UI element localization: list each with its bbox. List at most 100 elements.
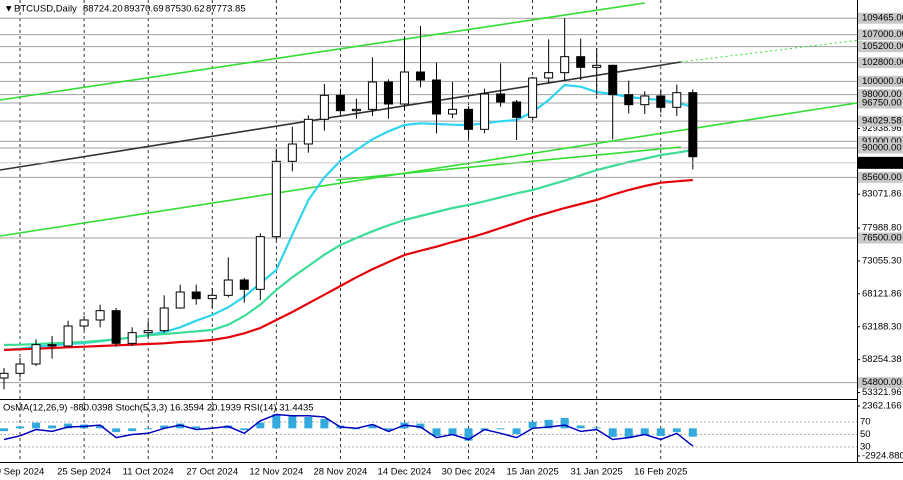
osma-bar [656, 428, 665, 436]
candle-body [63, 325, 73, 347]
osma-bar [672, 428, 681, 433]
osma-bar [624, 428, 633, 438]
level-label: 76500.00 [862, 233, 902, 244]
candle-body [592, 64, 602, 68]
y-tick-label: 68121.86 [862, 288, 902, 299]
osma-bar [496, 428, 505, 430]
osma-bar [432, 428, 441, 436]
candle-body [464, 108, 474, 130]
candle-body [31, 344, 41, 365]
candle-body [351, 108, 361, 112]
osma-bar [688, 428, 697, 437]
candle-body [223, 279, 233, 296]
x-tick-label: 27 Oct 2024 [186, 467, 238, 478]
osma-bar [464, 428, 473, 441]
oscillator-tick-label: 70 [860, 417, 871, 428]
oscillator-tick-label: -2924.88086 [862, 451, 903, 462]
oscillator-tick-label: 30 [860, 442, 871, 453]
osma-bar [160, 425, 169, 429]
osma-bar [544, 419, 553, 429]
candle-body [303, 118, 313, 145]
level-label: 105200.00 [862, 41, 903, 52]
level-label-bg [858, 89, 903, 101]
header: ▼ BTCUSD,Daily 88724.20 89370.69 87530.6… [4, 4, 246, 15]
level-label-bg [858, 97, 903, 109]
osma-bar [240, 428, 249, 431]
candle-body [383, 81, 393, 105]
x-tick-label: 12 Nov 2024 [249, 467, 303, 478]
osma-bar [448, 428, 457, 435]
main-panel [0, 0, 902, 462]
level-label: 107000.00 [862, 29, 903, 40]
candle-body [399, 71, 409, 105]
current-price-bg [858, 156, 903, 169]
x-tick-label: 28 Nov 2024 [313, 467, 367, 478]
level-label: 85600.00 [862, 172, 902, 183]
level-label: 90000.00 [862, 143, 902, 154]
level-label-bg [858, 135, 903, 147]
osma-bar [528, 421, 537, 429]
candle-body [15, 363, 25, 374]
level-label-bg [858, 232, 903, 244]
candle-body [79, 319, 89, 327]
x-tick-label: 31 Jan 2025 [571, 467, 623, 478]
level-label-bg [858, 75, 903, 87]
candle-body [624, 94, 634, 106]
trend-line [0, 102, 858, 237]
x-tick-label: 11 Oct 2024 [123, 467, 174, 478]
candle-body [496, 93, 506, 103]
osma-bar [0, 428, 9, 432]
candle-body [688, 92, 698, 158]
rsi-line [3, 413, 694, 447]
candle-body [480, 93, 490, 130]
osma-bar [640, 428, 649, 435]
level-label-bg [858, 377, 903, 389]
ohlc-close: 87773.85 [206, 4, 246, 15]
osma-bar [256, 422, 265, 429]
level-label: 54800.00 [862, 377, 902, 388]
candle-body [415, 71, 425, 81]
candle-body [560, 56, 570, 74]
osma-bar [384, 428, 393, 431]
candle-body [143, 330, 153, 334]
oscillator-panel: OsMA(12,26,9) -880.0398 Stoch(5,3,3) 16.… [0, 403, 857, 448]
candle-body [608, 64, 618, 96]
symbol: BTCUSD,Daily [14, 4, 77, 15]
candle-body [576, 56, 586, 68]
y-tick-label: 63188.30 [862, 321, 902, 332]
x-tick-label: 16 Feb 2025 [634, 467, 687, 478]
candle-body [47, 344, 57, 347]
level-label: 100000.00 [862, 76, 903, 87]
osma-bar [64, 423, 73, 429]
candle-body [319, 94, 329, 120]
trend-line [336, 146, 681, 181]
trend-line [680, 34, 902, 63]
y-tick-label: 58254.38 [862, 354, 902, 365]
osma-bar [320, 418, 329, 429]
level-label-bg [858, 41, 903, 53]
osma-bar [112, 428, 121, 433]
candle-body [335, 94, 345, 112]
osma-bar [96, 425, 105, 429]
level-label: 109465.00 [862, 13, 903, 24]
candle-body [448, 108, 458, 115]
oscillator-title: OsMA(12,26,9) -880.0398 Stoch(5,3,3) 16.… [3, 403, 314, 414]
candle-body [640, 95, 650, 106]
y-tick-label: 53321.96 [862, 387, 902, 398]
candle-body [191, 291, 201, 300]
level-label: 91000.00 [862, 136, 902, 147]
osma-bar [576, 425, 585, 429]
osma-bar [592, 427, 601, 429]
level-label-bg [858, 57, 903, 69]
x-tick-label: 14 Dec 2024 [378, 467, 432, 478]
osma-bar [416, 423, 425, 429]
osma-bar [48, 425, 57, 429]
osma-bar [304, 416, 313, 429]
y-tick-label: 73055.30 [862, 255, 902, 266]
x-tick-label: 30 Dec 2024 [442, 467, 496, 478]
candle-body [255, 236, 265, 290]
ohlc-open: 88724.20 [83, 4, 123, 15]
candle-body [271, 160, 281, 238]
